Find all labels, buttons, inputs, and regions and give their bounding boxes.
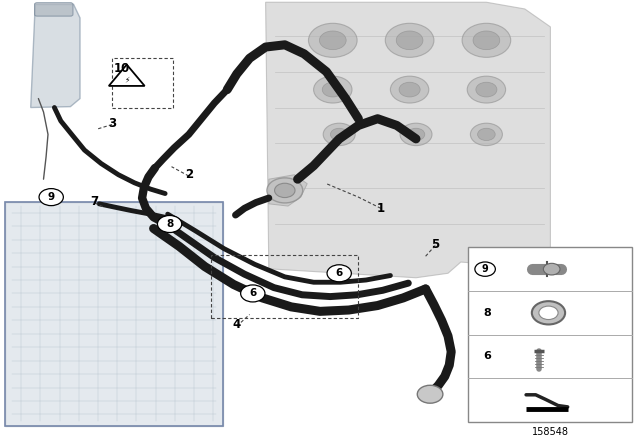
Text: 1: 1 <box>377 202 385 215</box>
Circle shape <box>407 128 425 141</box>
Circle shape <box>532 301 565 324</box>
Circle shape <box>470 123 502 146</box>
Circle shape <box>477 128 495 141</box>
FancyBboxPatch shape <box>35 3 73 16</box>
Circle shape <box>390 76 429 103</box>
Circle shape <box>327 265 351 282</box>
Circle shape <box>400 123 432 146</box>
Circle shape <box>399 82 420 97</box>
Text: 158548: 158548 <box>532 427 568 437</box>
Circle shape <box>462 23 511 57</box>
Text: 7: 7 <box>91 195 99 208</box>
Text: 4: 4 <box>233 318 241 332</box>
Text: 10: 10 <box>113 61 130 75</box>
Circle shape <box>323 82 344 97</box>
Circle shape <box>39 189 63 206</box>
Circle shape <box>417 385 443 403</box>
Circle shape <box>543 263 560 275</box>
Circle shape <box>473 31 500 50</box>
Circle shape <box>275 183 295 198</box>
Circle shape <box>314 76 352 103</box>
Text: 9: 9 <box>482 264 488 274</box>
Circle shape <box>308 23 357 57</box>
Circle shape <box>467 76 506 103</box>
Circle shape <box>323 123 355 146</box>
Polygon shape <box>266 2 550 278</box>
Circle shape <box>539 306 558 319</box>
Text: 6: 6 <box>249 289 257 298</box>
Circle shape <box>385 23 434 57</box>
Circle shape <box>330 128 348 141</box>
Polygon shape <box>31 4 80 108</box>
Polygon shape <box>109 65 145 86</box>
Text: 2: 2 <box>185 168 193 181</box>
Text: ⚡: ⚡ <box>124 75 129 84</box>
Text: 8: 8 <box>166 219 173 229</box>
Circle shape <box>396 31 423 50</box>
FancyBboxPatch shape <box>5 202 223 426</box>
Circle shape <box>475 262 495 276</box>
Text: 3: 3 <box>108 116 116 130</box>
Circle shape <box>241 285 265 302</box>
Circle shape <box>157 215 182 233</box>
Text: 5: 5 <box>431 237 439 251</box>
Circle shape <box>476 82 497 97</box>
Text: 6: 6 <box>484 352 492 362</box>
Circle shape <box>267 178 303 203</box>
Text: 6: 6 <box>335 268 343 278</box>
Polygon shape <box>269 175 307 206</box>
Text: 8: 8 <box>484 308 492 318</box>
Circle shape <box>319 31 346 50</box>
FancyBboxPatch shape <box>468 247 632 422</box>
Text: 9: 9 <box>47 192 55 202</box>
